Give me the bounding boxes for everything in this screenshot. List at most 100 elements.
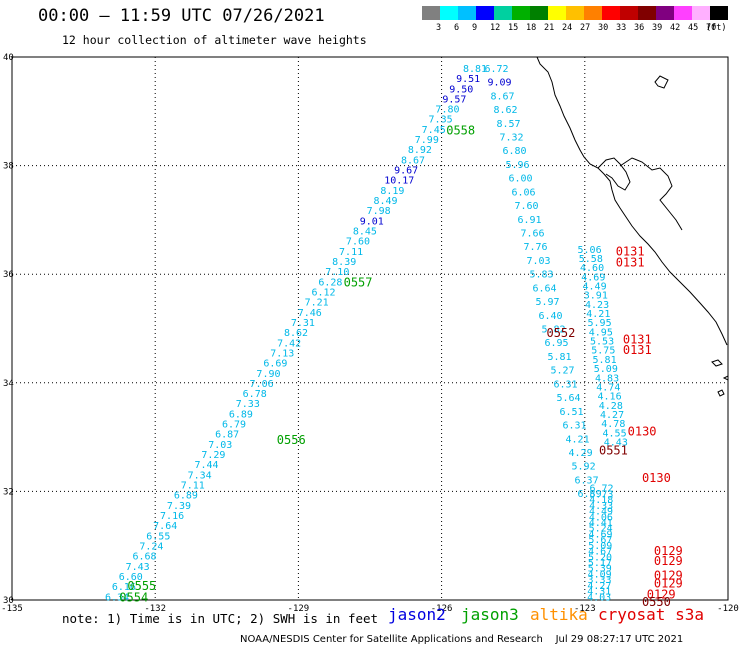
wave-height-value: 8.49 bbox=[373, 196, 397, 207]
colorbar-label: 12 bbox=[490, 23, 501, 33]
wave-height-value: 7.03 bbox=[208, 440, 232, 451]
wave-height-value: 5.09 bbox=[588, 541, 612, 552]
wave-height-value: 6.72 bbox=[484, 64, 508, 75]
colorbar-swatch bbox=[566, 6, 584, 20]
lon-tick-label: -123 bbox=[574, 604, 596, 614]
pass-time-label: 0130 bbox=[642, 471, 671, 485]
wave-height-value: 7.35 bbox=[429, 115, 453, 126]
pass-time-label: 0130 bbox=[628, 425, 657, 439]
channel-island-3 bbox=[717, 389, 725, 397]
wave-height-value: 5.92 bbox=[572, 462, 596, 473]
colorbar-label: 24 bbox=[562, 23, 573, 33]
wave-height-value: 6.91 bbox=[517, 215, 541, 226]
wave-height-value: 5.53 bbox=[590, 337, 614, 348]
wave-height-value: 5.17 bbox=[588, 558, 612, 569]
wave-height-value: 5.95 bbox=[588, 318, 612, 329]
colorbar-swatch bbox=[674, 6, 692, 20]
wave-height-value: 7.29 bbox=[201, 450, 225, 461]
wave-height-value: 9.51 bbox=[456, 74, 480, 85]
wave-height-value: 7.06 bbox=[250, 379, 274, 390]
wave-height-value: 4.55 bbox=[603, 428, 627, 439]
pass-time-label: 0552 bbox=[546, 326, 575, 340]
wave-height-value: 4.09 bbox=[588, 569, 612, 580]
lat-tick-label: 40 bbox=[3, 53, 14, 63]
wave-height-value: 9.67 bbox=[394, 166, 418, 177]
wave-height-value: 4.49 bbox=[589, 507, 613, 518]
wave-height-value: 8.67 bbox=[401, 155, 425, 166]
wave-height-value: 7.03 bbox=[526, 256, 550, 267]
pass-time-label: 0557 bbox=[344, 275, 373, 289]
wave-height-value: 3.33 bbox=[587, 575, 611, 586]
map-frame bbox=[11, 56, 729, 601]
wave-height-value: 6.79 bbox=[222, 420, 246, 431]
wave-height-value: 7.31 bbox=[291, 318, 315, 329]
wave-height-value: 8.81 bbox=[463, 64, 487, 75]
wave-height-value: 5.09 bbox=[594, 364, 618, 375]
wave-height-value: 6.80 bbox=[502, 146, 526, 157]
wave-height-value: 6.89 bbox=[578, 489, 602, 500]
wave-height-value: 7.42 bbox=[277, 338, 301, 349]
wave-height-value: 4.21 bbox=[586, 309, 610, 320]
wave-height-value: 9.50 bbox=[449, 84, 473, 95]
wave-height-value: 5.20 bbox=[588, 552, 612, 563]
wave-height-value: 9.09 bbox=[487, 78, 511, 89]
wave-height-value: 5.24 bbox=[589, 524, 613, 535]
colorbar-swatch bbox=[710, 6, 728, 20]
wave-height-value: 7.11 bbox=[339, 247, 363, 258]
wave-height-value: 6.89 bbox=[174, 491, 198, 502]
coast-inland-contour bbox=[619, 157, 683, 231]
wave-height-value: 5.64 bbox=[557, 393, 581, 404]
colorbar-label: 30 bbox=[598, 23, 609, 33]
colorbar-label: 33 bbox=[616, 23, 627, 33]
colorbar-swatch bbox=[440, 6, 458, 20]
wave-height-value: 7.34 bbox=[188, 470, 212, 481]
wave-height-value: 3.91 bbox=[584, 291, 608, 302]
wave-height-value: 5.83 bbox=[529, 270, 553, 281]
wave-height-labels: 6.346.166.607.436.687.246.557.647.167.39… bbox=[105, 64, 628, 603]
wave-height-value: 6.00 bbox=[508, 174, 532, 185]
wave-height-value: 5.81 bbox=[593, 355, 617, 366]
units-note: note: 1) Time is in UTC; 2) SWH is in fe… bbox=[62, 611, 379, 626]
wave-height-value: 6.37 bbox=[575, 475, 599, 486]
wave-height-value: 6.78 bbox=[243, 389, 267, 400]
lat-tick-label: 36 bbox=[3, 270, 14, 280]
wave-height-value: 6.69 bbox=[263, 359, 287, 370]
wave-height-value: 8.92 bbox=[408, 145, 432, 156]
california-coast bbox=[536, 56, 728, 346]
wave-height-value: 5.96 bbox=[505, 160, 529, 171]
colorbar-label: 18 bbox=[526, 23, 537, 33]
colorbar-label: 21 bbox=[544, 23, 555, 33]
colorbar-swatch bbox=[530, 6, 548, 20]
wave-height-value: 4.33 bbox=[589, 501, 613, 512]
pass-time-label: 0556 bbox=[277, 433, 306, 447]
wave-height-value: 4.74 bbox=[596, 382, 620, 393]
wave-height-value: 4.67 bbox=[588, 547, 612, 558]
map-gridlines bbox=[12, 57, 728, 600]
wave-height-value: 9.57 bbox=[442, 94, 466, 105]
wave-height-value: 8.39 bbox=[332, 257, 356, 268]
wave-height-value: 8.45 bbox=[353, 227, 377, 238]
wave-height-value: 7.46 bbox=[298, 308, 322, 319]
satellite-label: cryosat s3a bbox=[598, 605, 704, 624]
colorbar-swatch bbox=[422, 6, 440, 20]
wave-height-value: 5.39 bbox=[588, 564, 612, 575]
wave-height-value: 7.60 bbox=[346, 237, 370, 248]
colorbar-swatch bbox=[692, 6, 710, 20]
wave-height-value: 8.67 bbox=[490, 91, 514, 102]
pass-time-label: 0558 bbox=[446, 123, 475, 137]
colorbar-unit: (ft) bbox=[706, 23, 727, 33]
pass-time-label: 0555 bbox=[127, 579, 156, 593]
wave-height-value: 7.16 bbox=[160, 511, 184, 522]
wave-height-value: 6.68 bbox=[133, 552, 157, 563]
credit-line: NOAA/NESDIS Center for Satellite Applica… bbox=[240, 634, 684, 645]
wave-height-value: 8.57 bbox=[496, 119, 520, 130]
wave-height-value: 4.27 bbox=[587, 581, 611, 592]
wave-height-value: 4.23 bbox=[585, 300, 609, 311]
wave-height-value: 5.81 bbox=[548, 352, 572, 363]
northern-coast-detail bbox=[654, 75, 669, 89]
pass-time-label: 0129 bbox=[647, 588, 676, 602]
wave-height-value: 7.44 bbox=[194, 460, 218, 471]
wave-height-value: 5.27 bbox=[551, 366, 575, 377]
wave-height-value: 7.10 bbox=[325, 267, 349, 278]
